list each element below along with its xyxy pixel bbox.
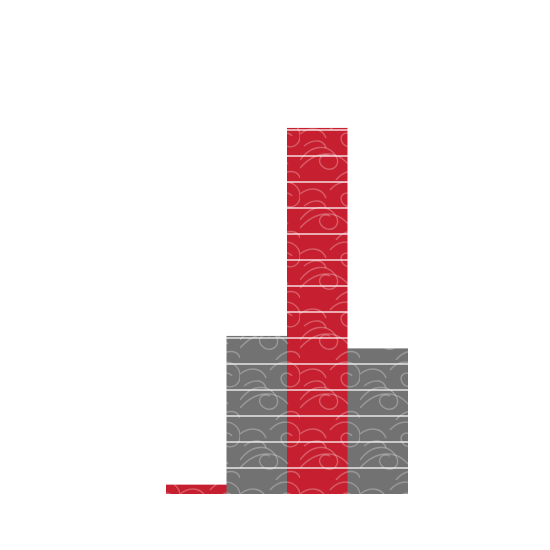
bar-pattern-3	[287, 127, 348, 495]
bar-pattern-2	[226, 335, 287, 494]
bar-pattern-1	[166, 484, 227, 494]
bar-pattern-overlays	[166, 127, 408, 495]
segment-separators	[226, 129, 408, 469]
bar-pattern-4	[347, 348, 408, 494]
